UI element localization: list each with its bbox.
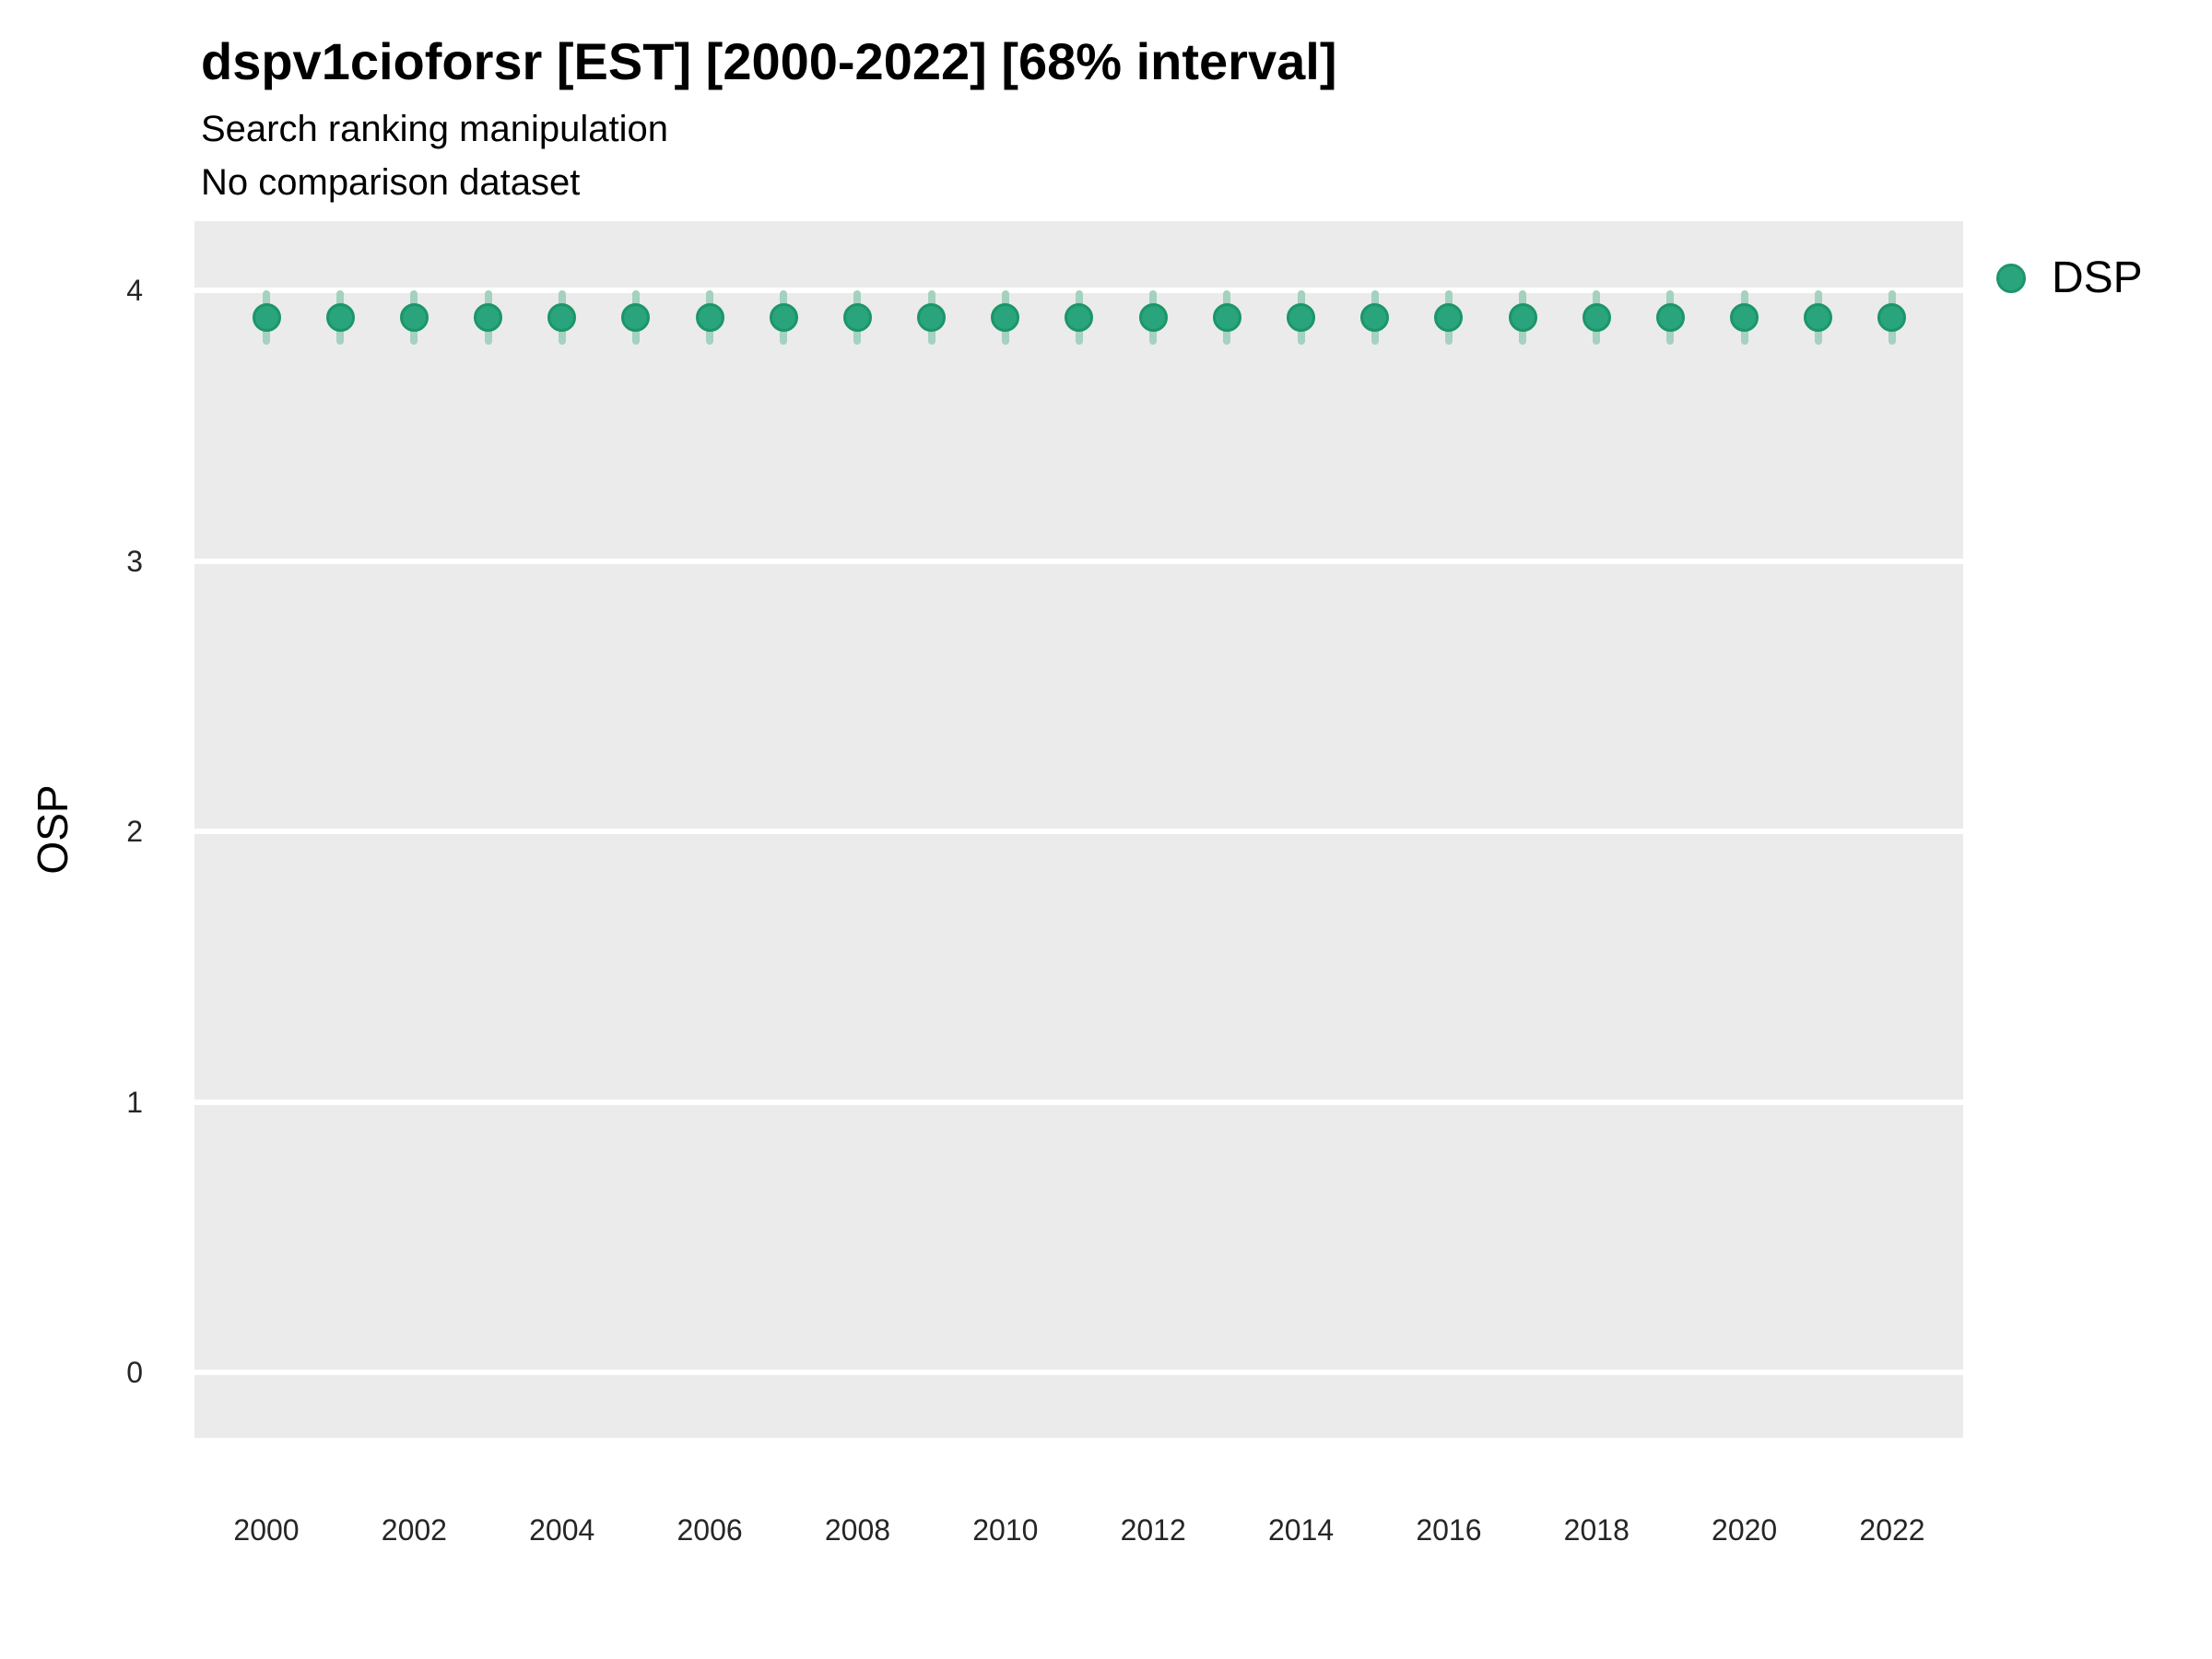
data-point-2001 — [325, 302, 355, 332]
data-point-2010 — [991, 302, 1020, 332]
legend: DSP — [1991, 256, 2212, 300]
x-tick-label-2014: 2014 — [1267, 1513, 1335, 1547]
gridline-y-2 — [194, 829, 1963, 834]
data-point-2018 — [1582, 302, 1611, 332]
y-axis-label: OSP — [29, 784, 76, 875]
y-tick-label-1: 1 — [126, 1085, 143, 1119]
data-point-2004 — [547, 302, 577, 332]
x-tick-label-2000: 2000 — [233, 1513, 300, 1547]
gridline-y-3 — [194, 558, 1963, 564]
data-point-2009 — [917, 302, 947, 332]
data-point-2021 — [1804, 302, 1833, 332]
data-point-2002 — [399, 302, 429, 332]
data-point-2008 — [842, 302, 872, 332]
y-tick-label-2: 2 — [126, 815, 143, 848]
x-tick-label-2022: 2022 — [1859, 1513, 1925, 1547]
data-point-2022 — [1877, 302, 1907, 332]
chart-subtitle-line2: No comparison dataset — [201, 162, 581, 203]
gridline-y-0 — [194, 1370, 1963, 1375]
data-point-2019 — [1655, 302, 1685, 332]
data-point-2017 — [1508, 302, 1537, 332]
y-tick-label-4: 4 — [126, 274, 143, 307]
data-point-2003 — [474, 302, 503, 332]
x-tick-label-2008: 2008 — [824, 1513, 891, 1547]
data-point-2012 — [1138, 302, 1168, 332]
x-tick-label-2002: 2002 — [381, 1513, 447, 1547]
legend-marker-icon — [1996, 264, 2026, 293]
x-tick-label-2020: 2020 — [1712, 1513, 1778, 1547]
y-tick-label-0: 0 — [126, 1356, 143, 1389]
x-tick-label-2010: 2010 — [972, 1513, 1039, 1547]
x-tick-label-2012: 2012 — [1120, 1513, 1186, 1547]
data-point-2013 — [1212, 302, 1241, 332]
data-point-2006 — [695, 302, 724, 332]
data-point-2014 — [1287, 302, 1316, 332]
legend-item-label: DSP — [2052, 253, 2143, 302]
x-tick-label-2016: 2016 — [1416, 1513, 1482, 1547]
data-point-2000 — [252, 302, 281, 332]
y-tick-label-3: 3 — [126, 544, 143, 578]
data-point-2020 — [1730, 302, 1759, 332]
data-point-2005 — [621, 302, 651, 332]
chart-title: dspv1cioforsr [EST] [2000-2022] [68% int… — [201, 32, 1337, 90]
data-point-2016 — [1434, 302, 1464, 332]
data-point-2011 — [1065, 302, 1094, 332]
x-tick-label-2018: 2018 — [1563, 1513, 1630, 1547]
x-tick-label-2004: 2004 — [529, 1513, 595, 1547]
x-tick-label-2006: 2006 — [677, 1513, 743, 1547]
gridline-y-1 — [194, 1099, 1963, 1105]
data-point-2007 — [769, 302, 798, 332]
data-point-2015 — [1360, 302, 1390, 332]
chart-subtitle-line1: Search ranking manipulation — [201, 109, 668, 149]
